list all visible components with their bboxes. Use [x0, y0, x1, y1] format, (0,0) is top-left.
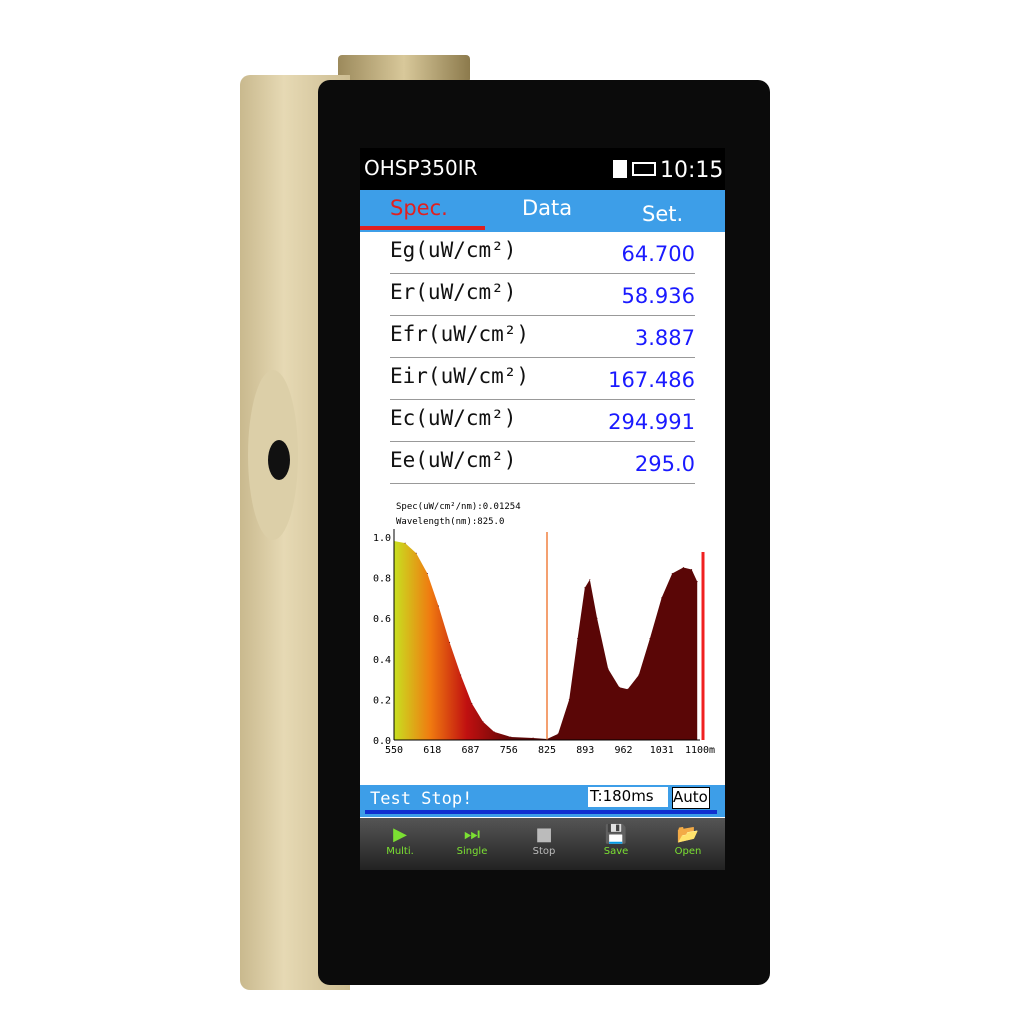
- data-point: [696, 581, 698, 583]
- toolbar-button-open[interactable]: 📂 Open: [658, 824, 718, 857]
- battery-icon: [632, 162, 656, 176]
- data-point: [438, 605, 440, 607]
- x-tick-label: 687: [461, 745, 479, 756]
- tab-bar: Spec. Data Set.: [360, 190, 725, 232]
- chart-annotation: Wavelength(nm):825.0: [396, 517, 504, 527]
- folder-open-icon: 📂: [676, 824, 700, 845]
- reading-label: Ec(uW/cm²): [390, 406, 517, 430]
- data-point: [682, 566, 684, 568]
- y-tick-label: 0.0: [373, 736, 391, 747]
- reading-label: Efr(uW/cm²): [390, 322, 530, 346]
- reading-value: 64.700: [621, 242, 695, 266]
- side-button[interactable]: [268, 440, 290, 480]
- data-point: [415, 552, 417, 554]
- data-point: [557, 733, 559, 735]
- step-forward-icon: ⏭: [463, 824, 481, 845]
- device-knob: [338, 55, 470, 83]
- integration-time-field[interactable]: T:180ms: [588, 787, 668, 807]
- toolbar-button-single[interactable]: ⏭ Single: [442, 824, 502, 857]
- data-point: [449, 642, 451, 644]
- reading-row: Ec(uW/cm²) 294.991: [390, 400, 695, 442]
- data-point: [627, 688, 629, 690]
- data-point: [532, 737, 534, 739]
- reading-row: Eir(uW/cm²) 167.486: [390, 358, 695, 400]
- data-point: [577, 638, 579, 639]
- spectrum-area: [394, 541, 698, 740]
- reading-row: Efr(uW/cm²) 3.887: [390, 316, 695, 358]
- reading-label: Er(uW/cm²): [390, 280, 517, 304]
- reading-label: Eir(uW/cm²): [390, 364, 530, 388]
- status-text: Test Stop!: [370, 789, 473, 809]
- reading-label: Eg(uW/cm²): [390, 238, 517, 262]
- spectrum-chart: 550 618 687 756 825 893 962 1031 1100m 0.0 0.2 0.4 0…: [373, 502, 715, 756]
- data-point: [607, 668, 609, 670]
- data-point: [691, 568, 693, 570]
- device-title: OHSP350IR: [364, 156, 478, 180]
- save-icon: 💾: [604, 824, 628, 845]
- data-point: [584, 587, 586, 589]
- data-point: [589, 579, 591, 581]
- y-tick-label: 0.8: [373, 574, 391, 585]
- y-tick-label: 1.0: [373, 533, 391, 544]
- toolbar-button-multi[interactable]: ▶ Multi.: [370, 824, 430, 857]
- y-tick-label: 0.4: [373, 655, 391, 666]
- tab-spec[interactable]: Spec.: [390, 196, 448, 220]
- tab-data[interactable]: Data: [522, 196, 573, 220]
- auto-mode-button[interactable]: Auto: [672, 787, 710, 809]
- clock: 10:15: [660, 158, 724, 183]
- x-tick-label: 550: [385, 745, 403, 756]
- sd-card-icon: [613, 160, 627, 178]
- data-point: [649, 638, 651, 639]
- device-screen: OHSP350IR 10:15 Spec. Data Set. Eg(uW/cm…: [360, 148, 725, 870]
- y-tick-label: 0.6: [373, 614, 391, 625]
- data-point: [493, 731, 495, 733]
- toolbar-label: Save: [603, 846, 629, 857]
- x-tick-label: 962: [614, 745, 632, 756]
- reading-value: 3.887: [634, 326, 695, 350]
- reading-label: Ee(uW/cm²): [390, 448, 517, 472]
- data-point: [661, 597, 663, 599]
- x-tick-label: 1031: [650, 745, 674, 756]
- reading-value: 294.991: [608, 410, 695, 434]
- play-icon: ▶: [393, 824, 407, 845]
- data-point: [404, 542, 406, 544]
- reading-value: 295.0: [634, 452, 695, 476]
- reading-value: 167.486: [608, 368, 695, 392]
- stop-icon: ■: [535, 824, 553, 845]
- data-point: [568, 698, 570, 700]
- x-tick-label: 893: [576, 745, 594, 756]
- data-point: [510, 736, 512, 738]
- title-bar: OHSP350IR 10:15: [360, 148, 725, 190]
- y-tick-label: 0.2: [373, 695, 391, 706]
- toolbar-label: Multi.: [386, 846, 414, 857]
- x-tick-label: 1100m: [685, 745, 715, 756]
- reading-row: Er(uW/cm²) 58.936: [390, 274, 695, 316]
- x-tick-label: 618: [423, 745, 441, 756]
- active-tab-indicator: [360, 226, 485, 230]
- x-tick-label: 756: [500, 745, 518, 756]
- toolbar-label: Open: [674, 846, 702, 857]
- reading-row: Eg(uW/cm²) 64.700: [390, 232, 695, 274]
- toolbar: ▶ Multi. ⏭ Single ■ Stop 💾 Save 📂 Open: [360, 818, 725, 870]
- data-point: [482, 721, 484, 723]
- toolbar-button-stop[interactable]: ■ Stop: [514, 824, 574, 857]
- data-point: [671, 573, 673, 575]
- chart-annotation: Spec(uW/cm²/nm):0.01254: [396, 502, 521, 512]
- toolbar-label: Stop: [532, 846, 556, 857]
- data-point: [618, 686, 620, 688]
- data-point: [638, 674, 640, 676]
- data-point: [471, 702, 473, 704]
- reading-value: 58.936: [621, 284, 695, 308]
- status-bar: Test Stop! T:180ms Auto: [360, 785, 725, 817]
- tab-set[interactable]: Set.: [642, 202, 684, 226]
- data-point: [460, 674, 462, 676]
- progress-line: [365, 810, 717, 814]
- data-point: [426, 573, 428, 575]
- data-point: [596, 617, 598, 619]
- toolbar-button-save[interactable]: 💾 Save: [586, 824, 646, 857]
- x-tick-label: 825: [538, 745, 556, 756]
- toolbar-label: Single: [456, 846, 488, 857]
- reading-row: Ee(uW/cm²) 295.0: [390, 442, 695, 484]
